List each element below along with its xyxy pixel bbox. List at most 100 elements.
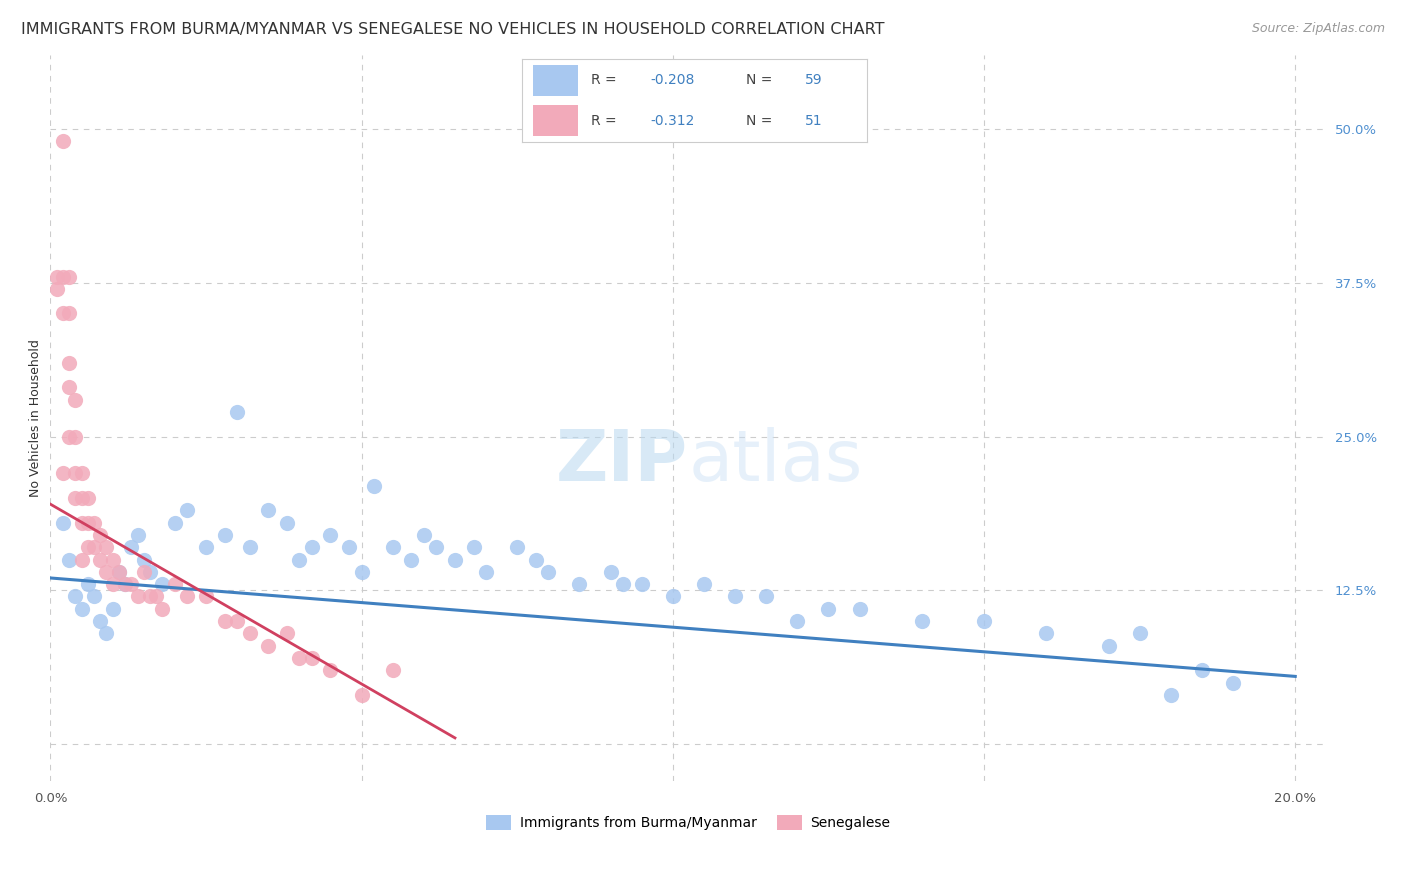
Point [163, 577, 186, 591]
Point [101, 601, 124, 615]
Point [96, 626, 118, 640]
Point [52, 134, 75, 148]
Point [401, 552, 423, 566]
Point [65, 467, 87, 481]
Point [755, 590, 778, 604]
Point [76, 540, 98, 554]
Point [89, 614, 111, 628]
Point [101, 552, 124, 566]
Point [89, 528, 111, 542]
Point [58, 429, 80, 443]
Point [693, 577, 716, 591]
Point [152, 601, 174, 615]
Point [65, 491, 87, 505]
Point [425, 540, 447, 554]
Text: IMMIGRANTS FROM BURMA/MYANMAR VS SENEGALESE NO VEHICLES IN HOUSEHOLD CORRELATION: IMMIGRANTS FROM BURMA/MYANMAR VS SENEGAL… [21, 22, 884, 37]
Point [381, 540, 404, 554]
Point [301, 540, 323, 554]
Point [1035, 626, 1057, 640]
Point [412, 528, 434, 542]
Point [52, 516, 75, 530]
Text: atlas: atlas [689, 427, 863, 496]
Point [76, 577, 98, 591]
Point [599, 565, 621, 579]
Point [76, 491, 98, 505]
Point [337, 540, 360, 554]
Point [630, 577, 652, 591]
Point [257, 639, 280, 653]
Point [58, 306, 80, 320]
Point [65, 429, 87, 443]
Y-axis label: No Vehicles in Household: No Vehicles in Household [30, 339, 42, 497]
Point [52, 467, 75, 481]
Point [1097, 639, 1119, 653]
Point [132, 565, 155, 579]
Point [195, 590, 218, 604]
Point [568, 577, 591, 591]
Point [83, 590, 105, 604]
Point [108, 565, 131, 579]
Point [176, 503, 198, 517]
Point [96, 540, 118, 554]
Point [83, 516, 105, 530]
Point [276, 626, 298, 640]
Point [537, 565, 560, 579]
Point [276, 516, 298, 530]
Point [1160, 688, 1182, 702]
Point [70, 491, 93, 505]
Point [152, 577, 174, 591]
Point [58, 552, 80, 566]
Point [139, 590, 162, 604]
Point [145, 590, 167, 604]
Point [70, 516, 93, 530]
Point [350, 688, 373, 702]
Point [45, 282, 67, 296]
Point [444, 552, 467, 566]
Point [817, 601, 839, 615]
Text: ZIP: ZIP [557, 427, 689, 496]
Point [76, 516, 98, 530]
Point [70, 552, 93, 566]
Point [214, 614, 236, 628]
Point [45, 269, 67, 284]
Point [319, 663, 342, 677]
Point [319, 528, 342, 542]
Point [132, 552, 155, 566]
Point [58, 380, 80, 394]
Point [475, 565, 498, 579]
Point [973, 614, 995, 628]
Point [120, 540, 142, 554]
Point [108, 565, 131, 579]
Point [911, 614, 934, 628]
Point [120, 577, 142, 591]
Point [724, 590, 747, 604]
Point [176, 590, 198, 604]
Point [127, 590, 149, 604]
Point [257, 503, 280, 517]
Point [226, 405, 249, 419]
Point [612, 577, 634, 591]
Point [848, 601, 870, 615]
Point [1191, 663, 1213, 677]
Point [114, 577, 136, 591]
Point [1222, 675, 1244, 690]
Point [52, 306, 75, 320]
Point [58, 356, 80, 370]
Point [52, 269, 75, 284]
Point [381, 663, 404, 677]
Point [70, 467, 93, 481]
Point [65, 392, 87, 407]
Point [226, 614, 249, 628]
Point [463, 540, 485, 554]
Point [214, 528, 236, 542]
Point [163, 516, 186, 530]
Point [58, 269, 80, 284]
Point [101, 577, 124, 591]
Text: Source: ZipAtlas.com: Source: ZipAtlas.com [1251, 22, 1385, 36]
Legend: Immigrants from Burma/Myanmar, Senegalese: Immigrants from Burma/Myanmar, Senegales… [481, 810, 896, 836]
Point [1129, 626, 1152, 640]
Point [301, 651, 323, 665]
Point [239, 626, 262, 640]
Point [506, 540, 529, 554]
Point [127, 528, 149, 542]
